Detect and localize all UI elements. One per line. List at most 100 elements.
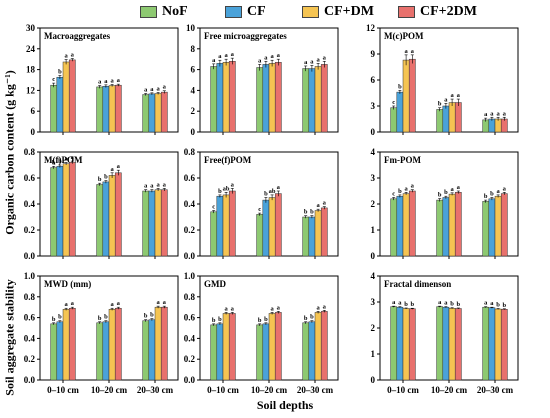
y-tick-label: 9 (371, 49, 376, 59)
significance-letter: a (117, 300, 121, 307)
panel-title: Macroaggregates (44, 31, 111, 41)
x-tick-label: 0–10 cm (207, 385, 239, 395)
significance-letter: b (218, 316, 222, 323)
bar (56, 166, 64, 257)
significance-letter: a (404, 48, 408, 55)
x-tick-label: 0–10 cm (387, 385, 419, 395)
bar (442, 306, 450, 381)
significance-letter: a (144, 183, 148, 190)
bar (302, 216, 310, 257)
significance-letter: a (156, 299, 160, 306)
significance-letter: a (117, 163, 121, 170)
bar (320, 64, 328, 133)
bar (216, 323, 224, 381)
bar (402, 59, 410, 133)
y-tick-label: 0.4 (24, 333, 36, 343)
significance-letter: a (110, 166, 114, 173)
significance-letter: a (104, 78, 108, 85)
y-tick-label: 4 (191, 85, 196, 95)
bar (314, 66, 322, 133)
bar (262, 199, 270, 257)
bar (222, 194, 230, 257)
y-tick-label: 0.2 (184, 225, 196, 235)
significance-letter: b (490, 191, 494, 198)
y-tick-label: 0.0 (24, 251, 36, 261)
significance-letter: a (404, 185, 408, 192)
significance-letter: a (457, 92, 461, 99)
y-tick-label: 0.6 (24, 313, 36, 323)
y-tick-label: 0.6 (184, 173, 196, 183)
bar (142, 320, 150, 381)
y-tick-label: 1 (371, 225, 376, 235)
panel-title: GMD (204, 279, 226, 289)
bar (320, 311, 328, 381)
bar (390, 198, 398, 257)
bar (228, 313, 236, 381)
y-tick-label: 0.0 (184, 251, 196, 261)
y-tick-label: 8 (191, 44, 196, 54)
significance-letter: b (502, 302, 506, 309)
significance-letter: b (258, 317, 262, 324)
bar (482, 201, 490, 257)
significance-letter: a (156, 85, 160, 92)
significance-letter: b (484, 193, 488, 200)
bar (96, 184, 104, 257)
panel-title: MWD (mm) (44, 279, 91, 289)
bar (442, 197, 450, 257)
significance-letter: a (398, 300, 402, 307)
legend: NoF CF CF+DM CF+2DM (140, 3, 540, 21)
significance-letter: b (150, 312, 154, 319)
significance-letter: a (450, 92, 454, 99)
significance-letter: a (71, 52, 75, 59)
bar (488, 118, 496, 133)
bar (482, 119, 490, 133)
bar (160, 91, 168, 133)
significance-letter: b (52, 316, 56, 323)
bar (274, 312, 282, 381)
bar (442, 105, 450, 133)
significance-letter: a (64, 155, 68, 162)
y-tick-label: 0.4 (24, 199, 36, 209)
x-tick-label: 10–20 cm (431, 385, 468, 395)
bar (108, 85, 116, 133)
significance-letter: a (71, 154, 75, 161)
significance-letter: b (104, 174, 108, 181)
significance-letter: a (277, 52, 281, 59)
bar (148, 93, 156, 133)
bar (268, 63, 276, 133)
bar (114, 172, 122, 257)
significance-letter: b (98, 315, 102, 322)
significance-letter: a (484, 111, 488, 118)
bar (314, 210, 322, 257)
legend-label: CF+2DM (420, 4, 477, 19)
bar (114, 307, 122, 381)
bar (482, 306, 490, 381)
bar (500, 309, 508, 381)
significance-letter: a (310, 58, 314, 65)
significance-letter: a (444, 96, 448, 103)
y-tick-label: 6 (31, 106, 36, 116)
bar (50, 84, 58, 133)
bar (216, 195, 224, 257)
bar (108, 309, 116, 381)
y-tick-label: 12 (366, 23, 376, 33)
bar (50, 167, 58, 257)
x-tick-label: 20–30 cm (297, 385, 334, 395)
bar (210, 66, 218, 133)
significance-letter: a (323, 54, 327, 61)
significance-letter: a (484, 300, 488, 307)
significance-letter: a (411, 183, 415, 190)
bar (148, 190, 156, 257)
bar (320, 207, 328, 257)
y-tick-label: 0 (31, 127, 36, 137)
bar (436, 109, 444, 133)
bar (96, 322, 104, 381)
significance-letter: a (156, 181, 160, 188)
bar (142, 94, 150, 133)
significance-letter: a (117, 77, 121, 84)
